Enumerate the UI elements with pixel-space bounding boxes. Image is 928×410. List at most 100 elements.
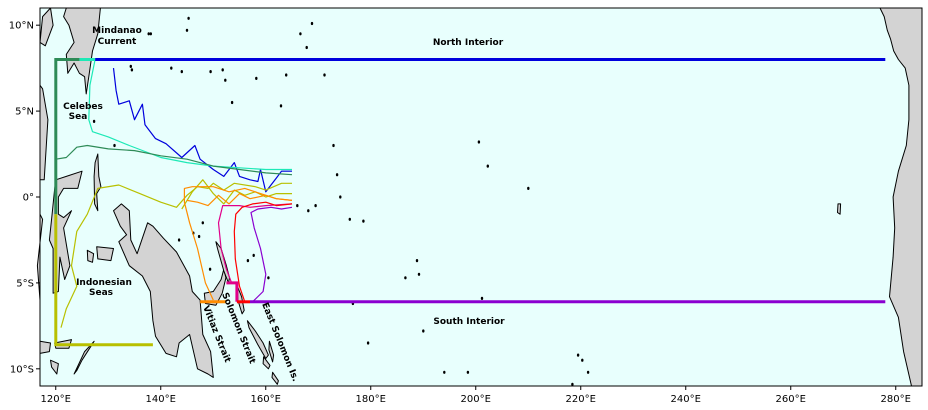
x-tick-label: 120°E [41,394,71,405]
landmass-sumba [50,359,59,375]
y-tick-label: 10°N [9,21,34,32]
small-island [466,370,470,374]
section-solomon-strait [226,281,239,302]
small-island [527,186,530,190]
landmass-malaita [268,340,275,363]
y-tick-label: 0° [23,193,34,204]
small-island [305,45,308,50]
landmass-palawan [39,7,54,47]
small-island [113,143,116,148]
small-island [417,272,421,276]
small-island [197,234,201,239]
small-island [201,221,204,225]
small-island [246,259,250,263]
landmass-halmahera [93,153,102,212]
small-island [422,329,425,333]
small-island [323,73,326,77]
small-island [486,164,489,168]
small-island [415,259,419,263]
y-tick-label: 10°S [10,364,34,375]
small-island [255,76,258,80]
small-island [310,21,314,26]
landmass-sulawesi [48,170,83,294]
small-island [571,382,574,386]
x-tick-label: 280°E [881,394,911,405]
small-island [314,204,317,208]
label-celebes-sea-1: Celebes [63,102,103,112]
trajectory-line [183,186,293,301]
label-mindanao-current-1: Mindanao [92,26,142,36]
trajectory-line [60,182,292,328]
trajectory-line [250,206,293,303]
small-island [177,238,181,242]
small-island [581,358,584,362]
small-island [296,204,299,208]
small-island [586,370,590,374]
landmass-buru [86,249,95,263]
small-island [339,195,342,199]
x-tick-label: 180°E [356,394,386,405]
landmass-new-guinea [113,203,214,378]
section-celebes-sea [54,58,80,215]
small-island [307,209,310,213]
label-indonesian-seas-1: Indonesian [76,278,132,288]
x-tick-label: 220°E [566,394,596,405]
trajectory-line [217,203,293,284]
small-island [335,173,339,177]
landmass-guadalcanal [262,356,271,370]
small-island [285,73,288,77]
label-indonesian-seas-2: Seas [89,288,113,298]
small-islands-layer [92,16,590,386]
trajectory-layer [55,59,293,328]
landmass-new-britain [203,268,227,306]
label-south-interior: South Interior [433,317,505,327]
small-island [366,341,370,345]
small-island [170,66,173,70]
x-tick-label: 140°E [146,394,176,405]
small-island [230,100,234,105]
small-island [208,267,212,271]
landmass-timor [73,340,95,375]
landmass-lesser-sunda [39,340,51,354]
x-tick-label: 260°E [776,394,806,405]
landmass-seram [96,246,114,262]
y-tick-label: 5°S [16,278,34,289]
small-island [480,296,484,300]
y-tick-label: 5°N [15,107,34,118]
small-island [209,70,212,74]
small-island [92,119,96,123]
axis-ticks: 120°E 140°E 160°E 180°E 200°E 220°E 240°E 260°E… [9,21,911,405]
landmass-philippines-mindanao [63,7,101,95]
small-island [180,70,183,74]
label-north-interior: North Interior [433,38,504,48]
small-island [185,28,189,32]
small-island [348,217,351,221]
small-island [149,32,152,36]
small-island [279,104,283,108]
small-island [332,143,335,148]
small-island [224,78,227,82]
small-island [147,32,150,36]
trajectory-line [233,201,293,302]
x-tick-label: 200°E [461,394,491,405]
x-tick-label: 240°E [671,394,701,405]
section-indonesian-seas [54,214,153,347]
small-island [129,64,132,68]
small-island [299,32,302,36]
small-island [267,276,270,280]
small-island [477,140,481,144]
x-tick-label: 160°E [251,394,281,405]
landmass-makira [271,371,279,385]
landmass-central-america [879,7,923,387]
label-mindanao-current-2: Current [98,37,137,47]
small-island [362,219,365,223]
small-island [221,68,224,72]
landmass-solomon-islands [246,320,269,359]
small-island [576,353,580,357]
small-island [443,370,446,374]
trajectory-line [186,193,293,207]
landmass-galapagos [837,203,842,215]
trajectory-line [88,59,292,171]
small-island [252,253,255,257]
